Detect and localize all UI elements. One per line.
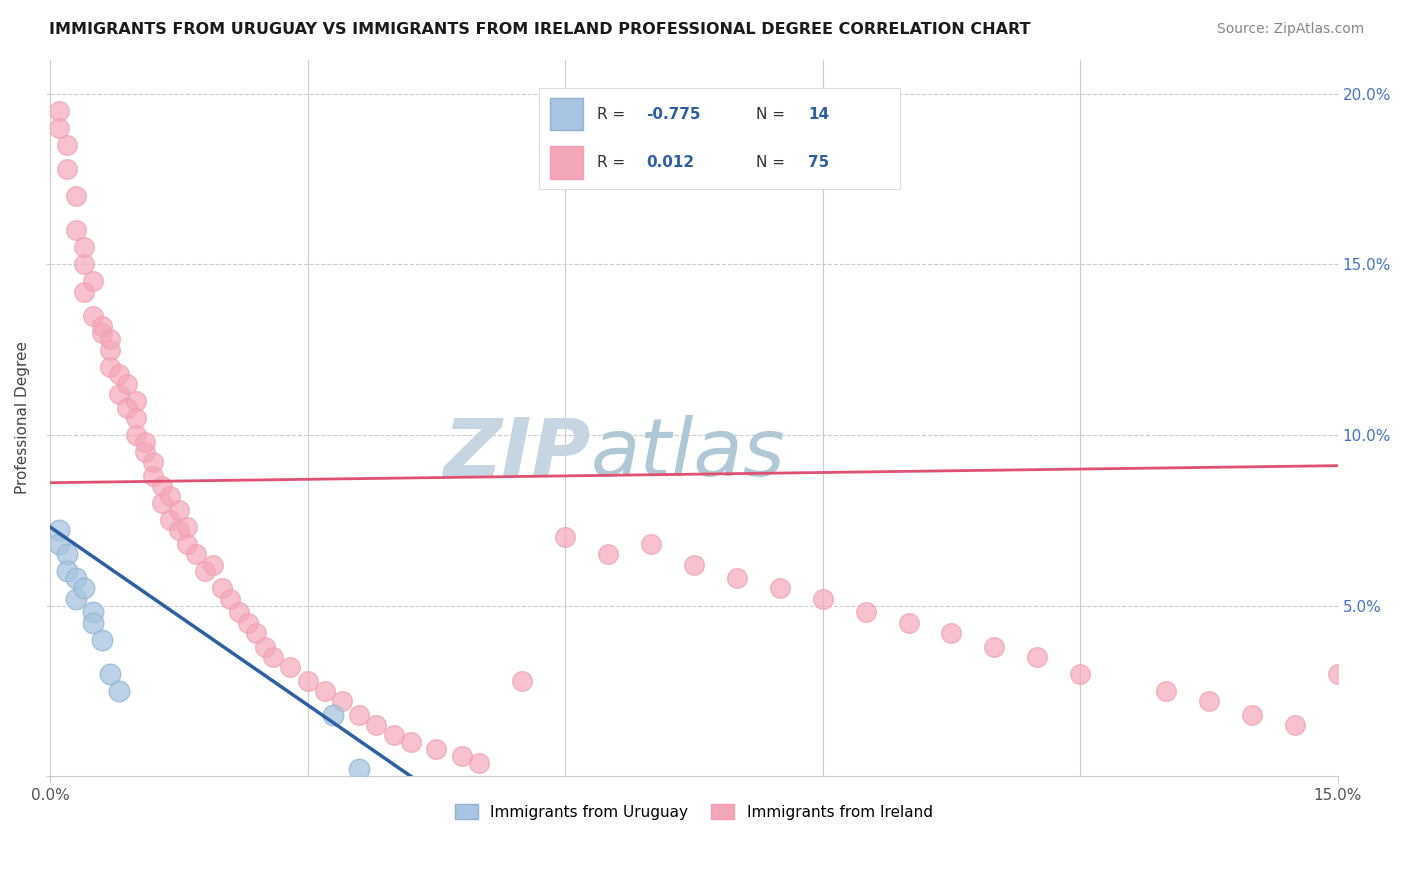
Point (382, 728, 405, 742)
Point (1198, 694, 1220, 708)
Point (1326, 666, 1348, 681)
Point (134, 445, 156, 459)
Point (134, 434, 156, 449)
Point (65, 591, 87, 606)
Point (90, 318, 112, 333)
Point (1154, 684, 1177, 698)
Point (98, 666, 121, 681)
Point (98, 343, 121, 357)
Point (108, 367, 131, 381)
Point (108, 684, 131, 698)
Point (108, 387, 131, 401)
Point (167, 524, 190, 538)
Point (73, 257, 96, 271)
Point (941, 625, 963, 640)
Point (56, 137, 79, 152)
Point (125, 410, 148, 425)
Point (262, 649, 284, 664)
Y-axis label: Professional Degree: Professional Degree (15, 342, 30, 494)
Point (98, 332, 121, 346)
Point (98, 359, 121, 374)
Point (683, 558, 706, 572)
Point (1026, 649, 1049, 664)
Point (48, 120, 70, 135)
Point (211, 582, 233, 596)
Point (56, 161, 79, 176)
Point (73, 285, 96, 299)
Point (48, 537, 70, 551)
Point (150, 496, 173, 510)
Text: Source: ZipAtlas.com: Source: ZipAtlas.com (1216, 22, 1364, 37)
Point (65, 571, 87, 585)
Point (90, 632, 112, 647)
Point (194, 565, 217, 579)
Point (48, 103, 70, 118)
Text: ZIP: ZIP (443, 415, 591, 492)
Point (82, 615, 104, 630)
Point (245, 625, 267, 640)
Legend: Immigrants from Uruguay, Immigrants from Ireland: Immigrants from Uruguay, Immigrants from… (450, 797, 939, 826)
Point (399, 735, 422, 749)
Point (236, 615, 259, 630)
Point (150, 479, 173, 493)
Text: IMMIGRANTS FROM URUGUAY VS IMMIGRANTS FROM IRELAND PROFESSIONAL DEGREE CORRELATI: IMMIGRANTS FROM URUGUAY VS IMMIGRANTS FR… (49, 22, 1031, 37)
Point (48, 524, 70, 538)
Point (184, 547, 207, 561)
Point (468, 756, 491, 770)
Point (228, 606, 250, 620)
Point (598, 547, 620, 561)
Point (202, 558, 225, 572)
Point (82, 274, 104, 288)
Point (330, 694, 353, 708)
Point (983, 640, 1005, 654)
Point (56, 565, 79, 579)
Point (125, 428, 148, 442)
Point (219, 591, 242, 606)
Point (176, 537, 198, 551)
Point (90, 326, 112, 340)
Point (1240, 707, 1263, 722)
Point (82, 606, 104, 620)
Point (725, 571, 748, 585)
Point (82, 309, 104, 323)
Point (897, 615, 920, 630)
Point (159, 489, 181, 503)
Point (366, 718, 388, 732)
Point (176, 520, 198, 534)
Point (811, 591, 834, 606)
Point (167, 503, 190, 517)
Point (73, 582, 96, 596)
Point (65, 223, 87, 237)
Point (117, 401, 139, 415)
Point (159, 513, 181, 527)
Point (65, 189, 87, 203)
Point (347, 762, 370, 776)
Text: atlas: atlas (591, 415, 786, 492)
Point (1069, 666, 1091, 681)
Point (142, 455, 165, 469)
Point (73, 240, 96, 254)
Point (769, 582, 792, 596)
Point (855, 606, 877, 620)
Point (280, 660, 302, 674)
Point (640, 537, 662, 551)
Point (451, 748, 474, 763)
Point (322, 707, 344, 722)
Point (510, 673, 533, 688)
Point (1284, 718, 1306, 732)
Point (125, 393, 148, 408)
Point (253, 640, 276, 654)
Point (297, 673, 319, 688)
Point (117, 376, 139, 391)
Point (56, 547, 79, 561)
Point (554, 530, 576, 544)
Point (425, 742, 447, 756)
Point (142, 469, 165, 483)
Point (347, 707, 370, 722)
Point (314, 684, 336, 698)
